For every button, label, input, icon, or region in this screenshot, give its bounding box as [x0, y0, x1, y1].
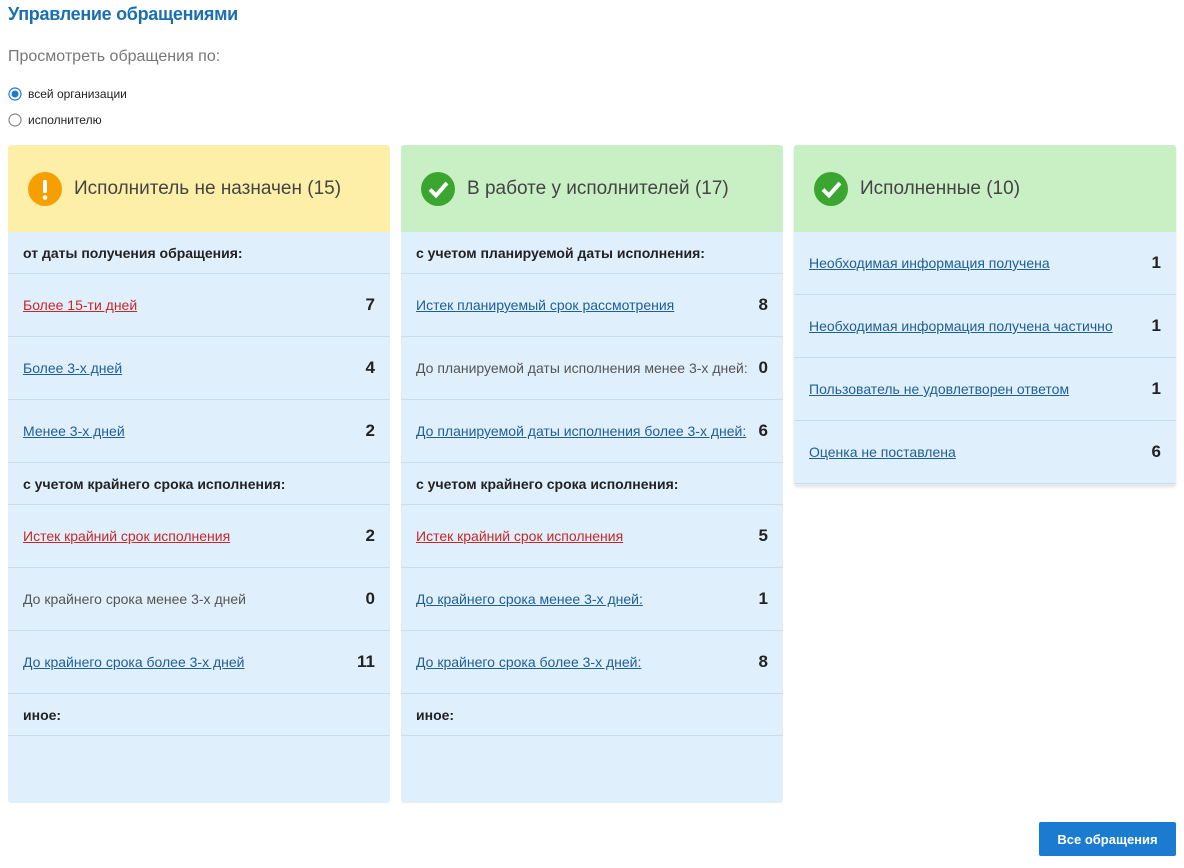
stat-link[interactable]: Оценка не поставлена: [809, 444, 956, 460]
stat-row: До крайнего срока более 3-х дней: 8: [401, 631, 783, 694]
stat-row: Истек крайний срок исполнения 2: [8, 505, 390, 568]
section-label: с учетом крайнего срока исполнения:: [23, 475, 286, 492]
section-header: иное:: [8, 694, 390, 736]
stat-row: До крайнего срока более 3-х дней 11: [8, 631, 390, 694]
stat-link[interactable]: До крайнего срока менее 3-х дней:: [416, 591, 643, 607]
stat-link[interactable]: Необходимая информация получена: [809, 255, 1050, 271]
panel-title: В работе у исполнителей (17): [467, 177, 729, 199]
stat-count: 1: [1151, 316, 1161, 335]
stat-count: 1: [1151, 379, 1161, 398]
stat-count: 8: [758, 652, 768, 671]
stat-row: До крайнего срока менее 3-х дней 0: [8, 568, 390, 631]
panel-body: Необходимая информация получена 1 Необходи…: [794, 232, 1176, 485]
stat-row: Необходимая информация получена 1: [794, 232, 1176, 295]
stat-row: Более 3-х дней 4: [8, 337, 390, 400]
stat-count: 7: [365, 295, 375, 314]
section-header: с учетом планируемой даты исполнения:: [401, 232, 783, 274]
panel-header: В работе у исполнителей (17): [401, 145, 783, 232]
stat-link[interactable]: Необходимая информация получена частично: [809, 318, 1113, 334]
stat-count: 11: [357, 652, 375, 671]
stat-count: 1: [1151, 253, 1161, 272]
panel-body: с учетом планируемой даты исполнения: Ист…: [401, 232, 783, 803]
section-header: с учетом крайнего срока исполнения:: [8, 463, 390, 505]
stat-link[interactable]: До планируемой даты исполнения более 3-х…: [416, 423, 747, 439]
status-icon: [421, 171, 455, 206]
section-header: от даты получения обращения:: [8, 232, 390, 274]
stat-count: 6: [758, 421, 768, 440]
panel-title: Исполненные (10): [860, 177, 1021, 199]
stat-label: До планируемой даты исполнения менее 3-х…: [416, 360, 748, 376]
stat-row: До планируемой даты исполнения менее 3-х…: [401, 337, 783, 400]
panel: В работе у исполнителей (17) с учетом пла…: [401, 145, 783, 803]
stat-count: 0: [758, 358, 768, 377]
section-label: иное:: [23, 706, 62, 723]
stat-link[interactable]: Менее 3-х дней: [23, 423, 125, 439]
stat-link[interactable]: Истек крайний срок исполнения: [416, 528, 624, 544]
status-icon: [814, 171, 848, 206]
stat-link[interactable]: Пользователь не удовлетворен ответом: [809, 381, 1070, 397]
stat-row: До крайнего срока менее 3-х дней: 1: [401, 568, 783, 631]
panel: Исполнитель не назначен (15) от даты полу…: [8, 145, 390, 803]
all-requests-button[interactable]: Все обращения: [1039, 822, 1176, 856]
stat-count: 6: [1151, 442, 1161, 461]
stat-count: 1: [758, 589, 768, 608]
page-title: Управление обращениями: [8, 4, 238, 24]
radio-button: [8, 113, 22, 127]
stat-link[interactable]: Более 15-ти дней: [23, 297, 138, 313]
stat-link[interactable]: До крайнего срока более 3-х дней:: [416, 654, 642, 670]
stat-count: 2: [365, 526, 375, 545]
stat-link[interactable]: Истек планируемый срок рассмотрения: [416, 297, 675, 313]
section-label: иное:: [416, 706, 455, 723]
stat-count: 5: [758, 526, 768, 545]
stat-row: Истек планируемый срок рассмотрения 8: [401, 274, 783, 337]
radio-option[interactable]: всей организации: [8, 87, 127, 101]
panel-body: от даты получения обращения: Более 15-ти …: [8, 232, 390, 803]
section-label: с учетом крайнего срока исполнения:: [416, 475, 679, 492]
section-header: с учетом крайнего срока исполнения:: [401, 463, 783, 505]
section-header: иное:: [401, 694, 783, 736]
stat-count: 4: [365, 358, 375, 377]
section-label: от даты получения обращения:: [23, 244, 243, 261]
stat-row: Менее 3-х дней 2: [8, 400, 390, 463]
panel: Исполненные (10) Необходимая информация п…: [794, 145, 1176, 485]
filter-label: Просмотреть обращения по:: [8, 48, 221, 65]
stat-link[interactable]: Более 3-х дней: [23, 360, 123, 376]
stat-count: 8: [758, 295, 768, 314]
stat-row: Истек крайний срок исполнения 5: [401, 505, 783, 568]
radio-label: всей организации: [28, 87, 127, 101]
stat-link[interactable]: До крайнего срока более 3-х дней: [23, 654, 245, 670]
section-label: с учетом планируемой даты исполнения:: [416, 244, 705, 261]
stat-link[interactable]: Истек крайний срок исполнения: [23, 528, 231, 544]
stat-row: Необходимая информация получена частично…: [794, 295, 1176, 358]
stat-row: До планируемой даты исполнения более 3-х…: [401, 400, 783, 463]
status-icon: [28, 171, 62, 206]
stat-count: 0: [365, 589, 375, 608]
radio-button: [8, 87, 22, 101]
panel-title: Исполнитель не назначен (15): [74, 177, 342, 199]
panel-header: Исполненные (10): [794, 145, 1176, 232]
stat-row: Пользователь не удовлетворен ответом 1: [794, 358, 1176, 421]
stat-row: Более 15-ти дней 7: [8, 274, 390, 337]
stat-row: Оценка не поставлена 6: [794, 421, 1176, 484]
stat-count: 2: [365, 421, 375, 440]
stat-label: До крайнего срока менее 3-х дней: [23, 591, 246, 607]
radio-option[interactable]: исполнителю: [8, 113, 102, 127]
radio-label: исполнителю: [28, 113, 102, 127]
panel-header: Исполнитель не назначен (15): [8, 145, 390, 232]
